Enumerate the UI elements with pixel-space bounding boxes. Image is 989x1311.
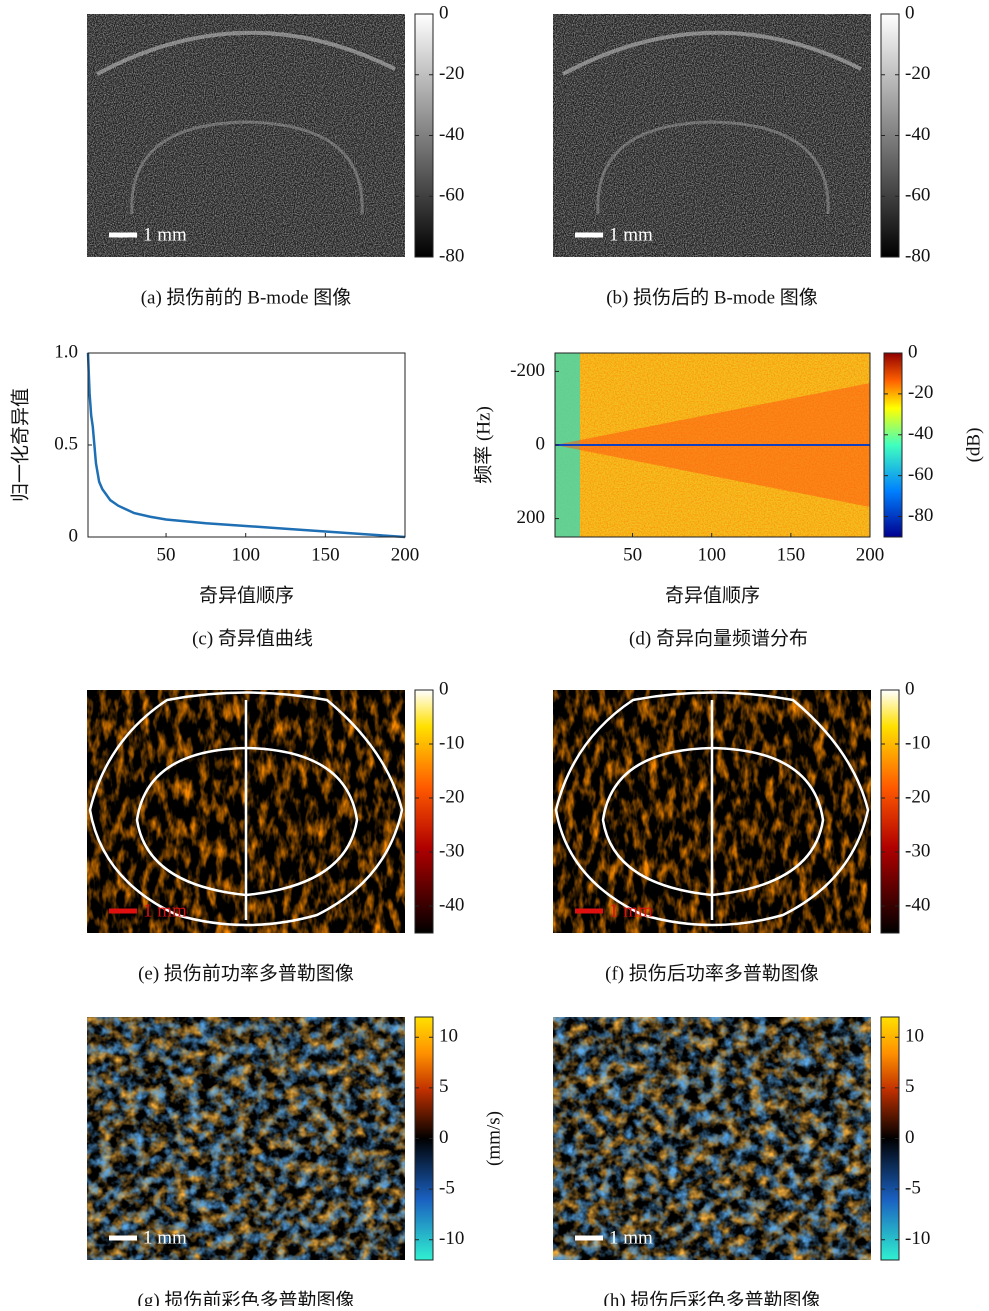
colorbar-tick-label: -60	[439, 185, 464, 206]
colorbar	[884, 353, 902, 537]
colorbar-tick-label: -10	[905, 1228, 930, 1249]
y-axis-label: 频率 (Hz)	[472, 406, 494, 484]
caption: (h) 损伤后彩色多普勒图像	[604, 1289, 821, 1306]
colorbar-tick-label: -5	[905, 1177, 921, 1198]
colorbar-tick-label: -40	[905, 124, 930, 145]
colorbar-tick-label: -10	[439, 1228, 464, 1249]
colorbar-tick-label: -20	[439, 786, 464, 807]
colorbar-tick-label: -80	[439, 245, 464, 266]
colorbar-tick-label: 10	[439, 1026, 458, 1047]
colorbar-tick-label: 0	[905, 1127, 915, 1148]
scale-bar-label: 1 mm	[609, 1227, 653, 1248]
x-tick-label: 50	[623, 544, 642, 565]
y-tick-label: -200	[510, 360, 545, 381]
x-tick-label: 100	[231, 544, 260, 565]
x-axis-label: 奇异值顺序	[665, 584, 760, 606]
colorbar-tick-label: -40	[905, 894, 930, 915]
caption: (e) 损伤前功率多普勒图像	[138, 962, 354, 984]
caption: (g) 损伤前彩色多普勒图像	[138, 1289, 355, 1306]
colorbar-tick-label: 0	[905, 678, 915, 699]
colorbar-tick-label: -40	[439, 894, 464, 915]
singular-value-curve	[88, 353, 405, 537]
colorbar-tick-label: -40	[439, 124, 464, 145]
colorbar-tick-label: -30	[905, 840, 930, 861]
caption: (d) 奇异向量频谱分布	[629, 627, 808, 649]
image-texture	[553, 1017, 871, 1260]
x-tick-label: 200	[391, 544, 420, 565]
colorbar	[881, 690, 899, 933]
colorbar-tick-label: -10	[439, 732, 464, 753]
x-tick-label: 150	[311, 544, 340, 565]
colorbar-tick-label: 5	[905, 1076, 915, 1097]
colorbar-tick-label: -20	[908, 382, 933, 403]
x-tick-label: 50	[157, 544, 176, 565]
colorbar-tick-label: 5	[439, 1076, 449, 1097]
colorbar-tick-label: 10	[905, 1026, 924, 1047]
y-tick-label: 200	[517, 507, 546, 528]
colorbar-tick-label: 0	[439, 1127, 449, 1148]
colorbar-tick-label: 0	[439, 678, 449, 699]
y-axis-label: 归一化奇异值	[9, 388, 31, 502]
colorbar-tick-label: -60	[908, 464, 933, 485]
colorbar-tick-label: -30	[439, 840, 464, 861]
colorbar-label: (mm/s)	[483, 1111, 504, 1166]
y-tick-label: 0.5	[54, 433, 78, 454]
scale-bar-label: 1 mm	[143, 1227, 187, 1248]
scale-bar-label: 1 mm	[143, 900, 187, 921]
colorbar-tick-label: 0	[439, 2, 449, 23]
caption: (b) 损伤后的 B-mode 图像	[606, 286, 818, 308]
scale-bar-label: 1 mm	[609, 900, 653, 921]
scale-bar-label: 1 mm	[143, 224, 187, 245]
colorbar-tick-label: -80	[908, 505, 933, 526]
scale-bar-label: 1 mm	[609, 224, 653, 245]
image-texture	[87, 1017, 405, 1260]
figure: 1 mm 0 -20 -40 -60 -80 (a) 损伤前的 B-mode 图像 1 mm 0…	[0, 0, 989, 1306]
x-tick-label: 150	[777, 544, 806, 565]
caption: (f) 损伤后功率多普勒图像	[605, 962, 819, 984]
x-tick-label: 100	[697, 544, 726, 565]
y-tick-label: 1.0	[54, 341, 78, 362]
colorbar-label: (dB)	[963, 428, 984, 463]
colorbar-tick-label: -5	[439, 1177, 455, 1198]
caption: (a) 损伤前的 B-mode 图像	[141, 286, 352, 308]
colorbar-tick-label: -20	[905, 786, 930, 807]
colorbar	[415, 690, 433, 933]
y-tick-label: 0	[69, 525, 79, 546]
axes-box	[88, 353, 405, 537]
colorbar-tick-label: -40	[908, 423, 933, 444]
colorbar-tick-label: -60	[905, 185, 930, 206]
x-axis-label: 奇异值顺序	[199, 584, 294, 606]
y-tick-label: 0	[536, 433, 546, 454]
colorbar-tick-label: -20	[905, 63, 930, 84]
colorbar-tick-label: 0	[908, 341, 918, 362]
colorbar-tick-label: -20	[439, 63, 464, 84]
colorbar-tick-label: 0	[905, 2, 915, 23]
colorbar-tick-label: -10	[905, 732, 930, 753]
caption: (c) 奇异值曲线	[192, 627, 313, 649]
colorbar-tick-label: -80	[905, 245, 930, 266]
x-tick-label: 200	[856, 544, 885, 565]
